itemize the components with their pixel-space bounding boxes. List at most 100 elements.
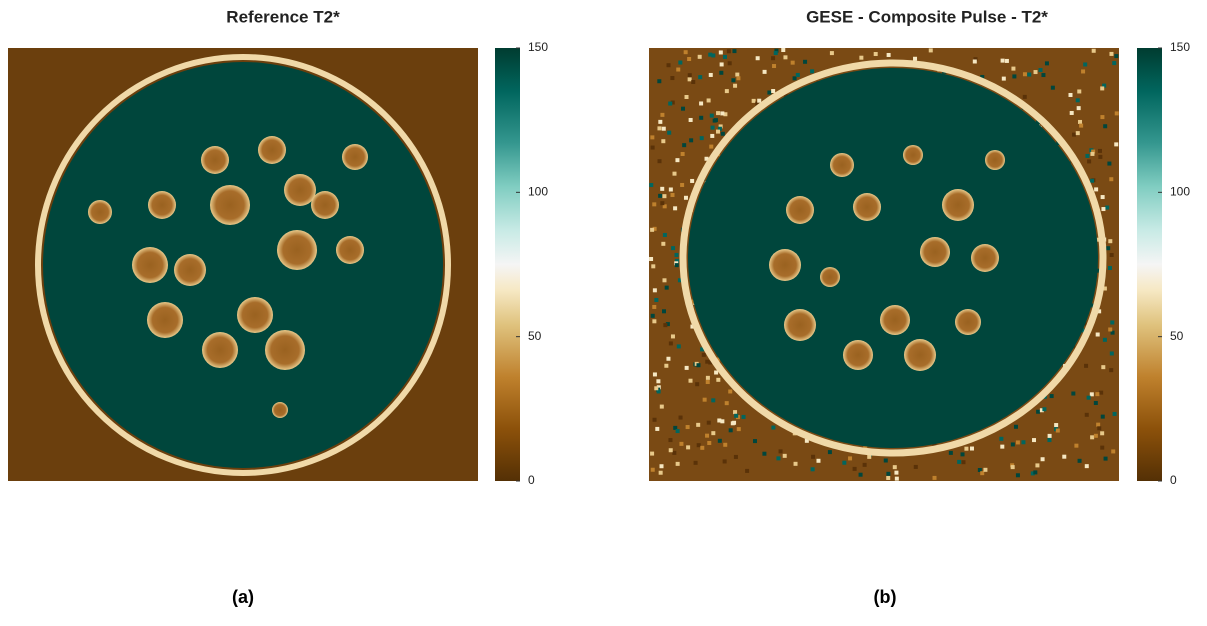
noise-pixel [717, 418, 721, 422]
noise-pixel [670, 76, 674, 80]
noise-pixel [1090, 152, 1094, 156]
noise-pixel [721, 132, 725, 136]
noise-pixel [1002, 77, 1006, 81]
noise-pixel [1100, 115, 1104, 119]
noise-pixel [1027, 73, 1031, 77]
noise-pixel [675, 253, 679, 257]
noise-pixel [884, 459, 888, 463]
noise-pixel [794, 462, 798, 466]
noise-pixel [1111, 449, 1115, 453]
noise-pixel [660, 113, 664, 117]
noise-pixel [671, 334, 675, 338]
noise-pixel [689, 379, 693, 383]
noise-pixel [742, 415, 746, 419]
noise-pixel [662, 127, 666, 131]
noise-pixel [1096, 423, 1100, 427]
vial [237, 297, 273, 333]
noise-pixel [718, 439, 722, 443]
noise-pixel [661, 139, 665, 143]
noise-pixel [665, 286, 669, 290]
noise-pixel [1041, 73, 1045, 77]
noise-pixel [654, 386, 658, 390]
noise-pixel [867, 455, 871, 459]
phantom [688, 68, 1098, 448]
noise-pixel [711, 431, 715, 435]
noise-pixel [734, 455, 738, 459]
figure: Reference T2* 050100150 (a) GESE - Compo… [0, 0, 1207, 626]
noise-pixel [676, 68, 680, 72]
noise-pixel [650, 228, 654, 232]
noise-pixel [671, 193, 675, 197]
noise-pixel [732, 49, 736, 53]
noise-pixel [929, 48, 933, 52]
noise-pixel [1042, 407, 1046, 411]
noise-pixel [676, 462, 680, 466]
noise-pixel [1112, 61, 1116, 65]
noise-pixel [810, 69, 814, 73]
noise-pixel [1106, 246, 1110, 250]
noise-pixel [1078, 120, 1082, 124]
noise-pixel [1108, 327, 1112, 331]
tick-label: 50 [528, 329, 542, 343]
vial [210, 185, 250, 225]
noise-pixel [1079, 124, 1083, 128]
noise-pixel [970, 447, 974, 451]
noise-pixel [735, 73, 739, 77]
noise-pixel [1101, 365, 1105, 369]
noise-pixel [720, 62, 724, 66]
noise-pixel [652, 202, 656, 206]
vial [830, 153, 854, 177]
noise-pixel [1034, 70, 1038, 74]
vial [132, 247, 168, 283]
noise-pixel [895, 477, 899, 481]
noise-pixel [710, 134, 714, 138]
tick-label: 0 [528, 473, 535, 487]
noise-pixel [745, 469, 749, 473]
noise-pixel [676, 429, 680, 433]
noise-pixel [1081, 69, 1085, 73]
noise-pixel [652, 319, 656, 323]
noise-pixel [657, 126, 661, 130]
noise-pixel [756, 56, 760, 60]
panel-label: (b) [874, 587, 897, 607]
noise-pixel [957, 460, 961, 464]
noise-pixel [707, 98, 711, 102]
noise-pixel [811, 467, 815, 471]
noise-pixel [709, 73, 713, 77]
noise-pixel [893, 465, 897, 469]
vial [311, 191, 339, 219]
vial [769, 249, 801, 281]
noise-pixel [731, 78, 735, 82]
noise-pixel [698, 75, 702, 79]
noise-pixel [1097, 426, 1101, 430]
noise-pixel [1110, 351, 1114, 355]
tick-label: 100 [528, 185, 548, 199]
noise-pixel [1107, 162, 1111, 166]
noise-pixel [1071, 392, 1075, 396]
noise-pixel [663, 233, 667, 237]
noise-pixel [763, 70, 767, 74]
noise-pixel [1074, 444, 1078, 448]
noise-pixel [1000, 445, 1004, 449]
noise-pixel [651, 146, 655, 150]
noise-pixel [1098, 149, 1102, 153]
noise-pixel [663, 323, 667, 327]
noise-pixel [728, 61, 732, 65]
noise-pixel [1108, 266, 1112, 270]
noise-pixel [1016, 440, 1020, 444]
noise-pixel [781, 48, 785, 52]
noise-pixel [706, 380, 710, 384]
noise-pixel [669, 341, 673, 345]
vial [201, 146, 229, 174]
noise-pixel [716, 130, 720, 134]
noise-pixel [863, 463, 867, 467]
noise-pixel [689, 138, 693, 142]
noise-pixel [716, 111, 720, 115]
noise-pixel [1051, 86, 1055, 90]
noise-pixel [1076, 131, 1080, 135]
noise-pixel [914, 465, 918, 469]
noise-pixel [664, 364, 668, 368]
tick-label: 50 [1170, 329, 1184, 343]
